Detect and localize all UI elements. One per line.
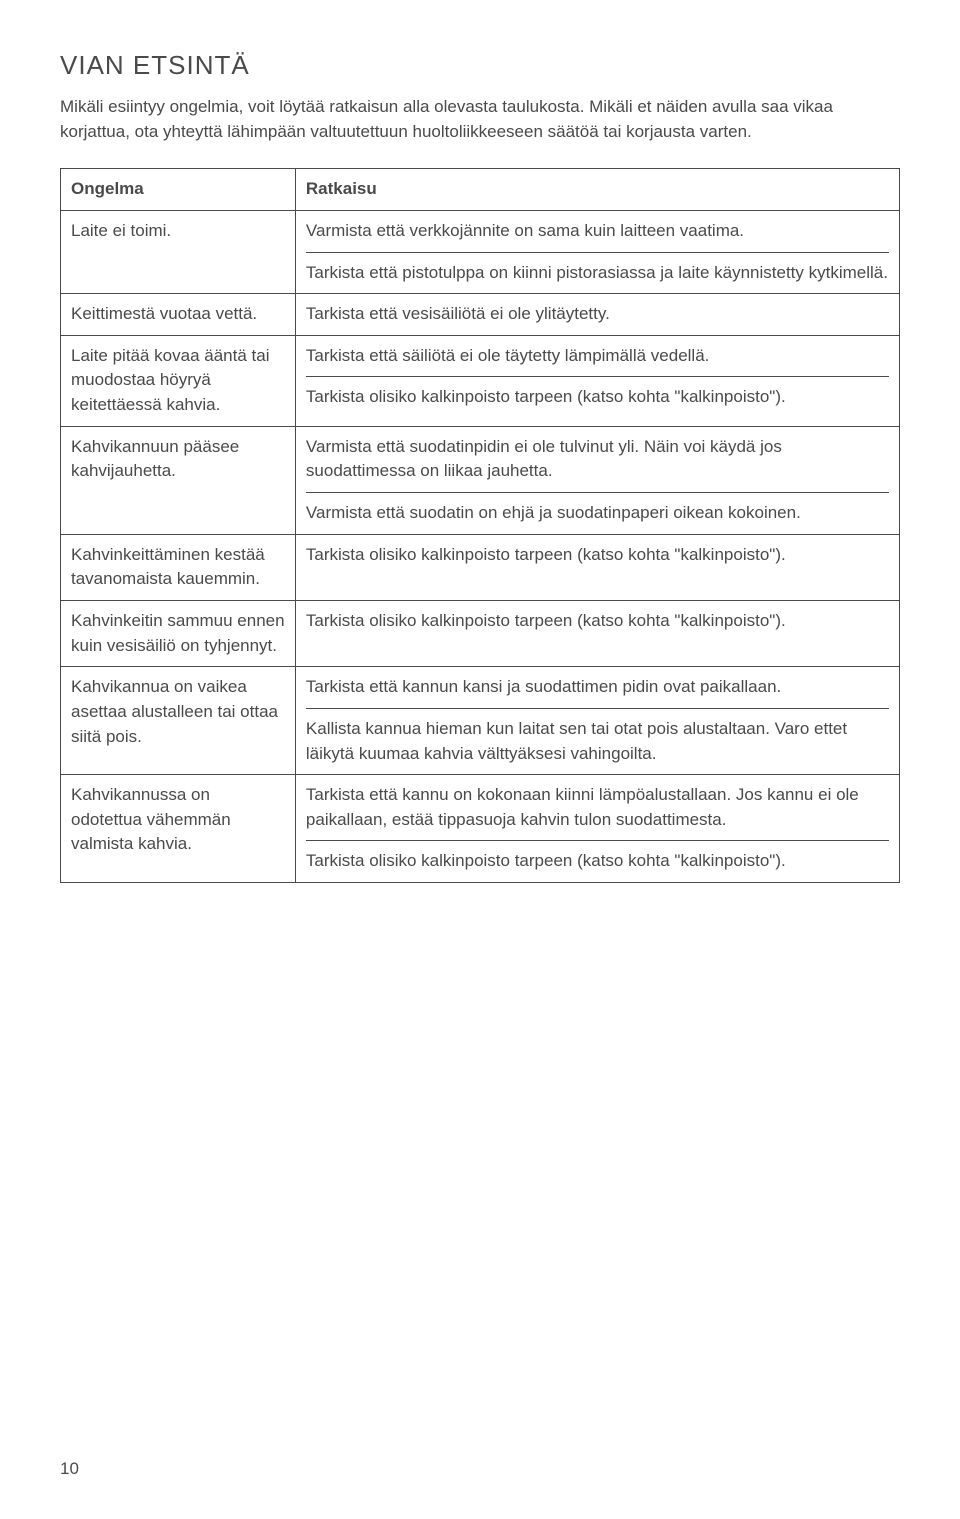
solution-cell: Tarkista että kannun kansi ja suodattime… (295, 667, 899, 775)
table-row: Kahvikannuun pääsee kahvijauhetta. Varmi… (61, 426, 900, 534)
table-row: Kahvinkeitin sammuu ennen kuin vesisäili… (61, 600, 900, 666)
solution-text: Tarkista että kannun kansi ja suodattime… (306, 675, 889, 700)
intro-paragraph: Mikäli esiintyy ongelmia, voit löytää ra… (60, 95, 900, 144)
solution-cell: Tarkista olisiko kalkinpoisto tarpeen (k… (295, 534, 899, 600)
header-solution: Ratkaisu (295, 169, 899, 211)
table-row: Kahvinkeittäminen kestää tavanomaista ka… (61, 534, 900, 600)
solution-text: Kallista kannua hieman kun laitat sen ta… (306, 708, 889, 766)
solution-text: Varmista että verkkojännite on sama kuin… (306, 219, 889, 244)
problem-cell: Kahvikannuun pääsee kahvijauhetta. (61, 426, 296, 534)
problem-cell: Kahvinkeitin sammuu ennen kuin vesisäili… (61, 600, 296, 666)
solution-cell: Tarkista että vesisäiliötä ei ole ylitäy… (295, 294, 899, 336)
header-problem: Ongelma (61, 169, 296, 211)
table-row: Kahvikannua on vaikea asettaa alustallee… (61, 667, 900, 775)
table-row: Laite ei toimi. Varmista että verkkojänn… (61, 210, 900, 293)
problem-cell: Kahvinkeittäminen kestää tavanomaista ka… (61, 534, 296, 600)
solution-text: Tarkista että kannu on kokonaan kiinni l… (306, 783, 889, 832)
page-title: VIAN ETSINTÄ (60, 50, 900, 81)
solution-text: Varmista että suodatin on ehjä ja suodat… (306, 492, 889, 526)
problem-cell: Kahvikannua on vaikea asettaa alustallee… (61, 667, 296, 775)
solution-text: Tarkista olisiko kalkinpoisto tarpeen (k… (306, 840, 889, 874)
problem-cell: Laite ei toimi. (61, 210, 296, 293)
problem-cell: Keittimestä vuotaa vettä. (61, 294, 296, 336)
solution-text: Tarkista olisiko kalkinpoisto tarpeen (k… (306, 609, 889, 634)
solution-text: Tarkista että vesisäiliötä ei ole ylitäy… (306, 302, 889, 327)
solution-cell: Tarkista että säiliötä ei ole täytetty l… (295, 335, 899, 426)
table-row: Keittimestä vuotaa vettä. Tarkista että … (61, 294, 900, 336)
page-number: 10 (60, 1459, 79, 1479)
troubleshooting-table: Ongelma Ratkaisu Laite ei toimi. Varmist… (60, 168, 900, 883)
table-row: Kahvikannussa on odotettua vähemmän valm… (61, 775, 900, 883)
solution-cell: Varmista että suodatinpidin ei ole tulvi… (295, 426, 899, 534)
solution-text: Tarkista olisiko kalkinpoisto tarpeen (k… (306, 376, 889, 410)
solution-cell: Varmista että verkkojännite on sama kuin… (295, 210, 899, 293)
problem-cell: Kahvikannussa on odotettua vähemmän valm… (61, 775, 296, 883)
table-row: Laite pitää kovaa ääntä tai muodostaa hö… (61, 335, 900, 426)
solution-cell: Tarkista olisiko kalkinpoisto tarpeen (k… (295, 600, 899, 666)
solution-text: Tarkista että pistotulppa on kiinni pist… (306, 252, 889, 286)
problem-cell: Laite pitää kovaa ääntä tai muodostaa hö… (61, 335, 296, 426)
solution-cell: Tarkista että kannu on kokonaan kiinni l… (295, 775, 899, 883)
solution-text: Varmista että suodatinpidin ei ole tulvi… (306, 435, 889, 484)
solution-text: Tarkista että säiliötä ei ole täytetty l… (306, 344, 889, 369)
table-header-row: Ongelma Ratkaisu (61, 169, 900, 211)
solution-text: Tarkista olisiko kalkinpoisto tarpeen (k… (306, 543, 889, 568)
